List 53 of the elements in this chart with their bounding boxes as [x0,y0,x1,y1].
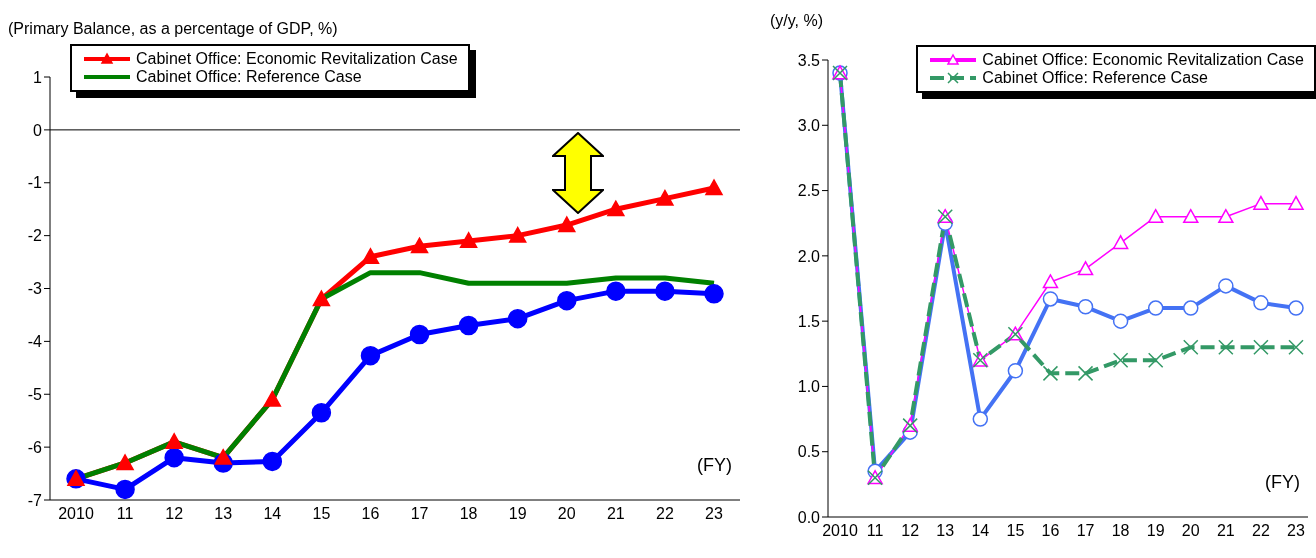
y-tick-label: 0.0 [797,508,821,526]
x-tick-label: 15 [312,505,331,523]
y-tick-label: 1.5 [797,312,821,330]
x-tick-label: 23 [705,505,723,523]
x-tick-label: 14 [971,522,990,540]
x-tick-label: 2010 [58,505,94,523]
x-tick-label: 12 [165,505,184,523]
x-tick-label: 19 [508,505,527,523]
y-tick-label: -2 [27,227,43,245]
y-tick-label: 2.0 [797,247,821,265]
annotation: (FY) [697,455,732,476]
y-tick-label: 0.5 [797,443,821,461]
y-tick-label: -4 [27,333,43,351]
legend-label: Cabinet Office: Reference Case [982,69,1208,87]
y-tick-label: 1 [33,68,43,86]
x-tick-label: 21 [606,505,625,523]
x-tick-label: 23 [1287,522,1305,540]
y-tick-label: 3.0 [797,116,821,134]
y-tick-label: -3 [27,280,43,298]
y-tick-label: -1 [27,174,43,192]
y-tick-label: 3.5 [797,51,821,69]
y-tick-label: -6 [27,438,43,456]
x-tick-label: 16 [1041,522,1060,540]
y-tick-label: 2.5 [797,182,821,200]
y-tick-label: 1.0 [797,378,821,396]
legend-label: Cabinet Office: Economic Revitalization Case [136,50,458,68]
x-tick-label: 19 [1146,522,1165,540]
x-tick-label: 12 [901,522,920,540]
x-tick-label: 13 [936,522,955,540]
x-tick-label: 15 [1006,522,1025,540]
x-tick-label: 21 [1216,522,1235,540]
x-tick-label: 13 [214,505,233,523]
x-tick-label: 22 [656,505,674,523]
x-tick-label: 17 [410,505,429,523]
x-tick-label: 22 [1252,522,1270,540]
y-tick-label: -5 [27,385,43,403]
x-tick-label: 16 [361,505,380,523]
legend-label: Cabinet Office: Economic Revitalization Case [982,51,1304,69]
y-axis-title: (y/y, %) [770,12,824,30]
x-tick-label: 11 [866,522,884,540]
y-tick-label: 0 [33,121,43,139]
x-tick-label: 14 [263,505,282,523]
x-tick-label: 17 [1076,522,1095,540]
x-tick-label: 20 [557,505,576,523]
x-tick-label: 18 [459,505,478,523]
x-tick-label: 18 [1111,522,1130,540]
annotation: (FY) [1265,472,1300,493]
legend-label: Cabinet Office: Reference Case [136,68,362,86]
y-axis-title: (Primary Balance, as a percentage of GDP, %) [8,20,338,38]
x-tick-label: 11 [116,505,134,523]
x-tick-label: 2010 [822,522,858,540]
y-tick-label: -7 [27,491,43,509]
x-tick-label: 20 [1181,522,1200,540]
